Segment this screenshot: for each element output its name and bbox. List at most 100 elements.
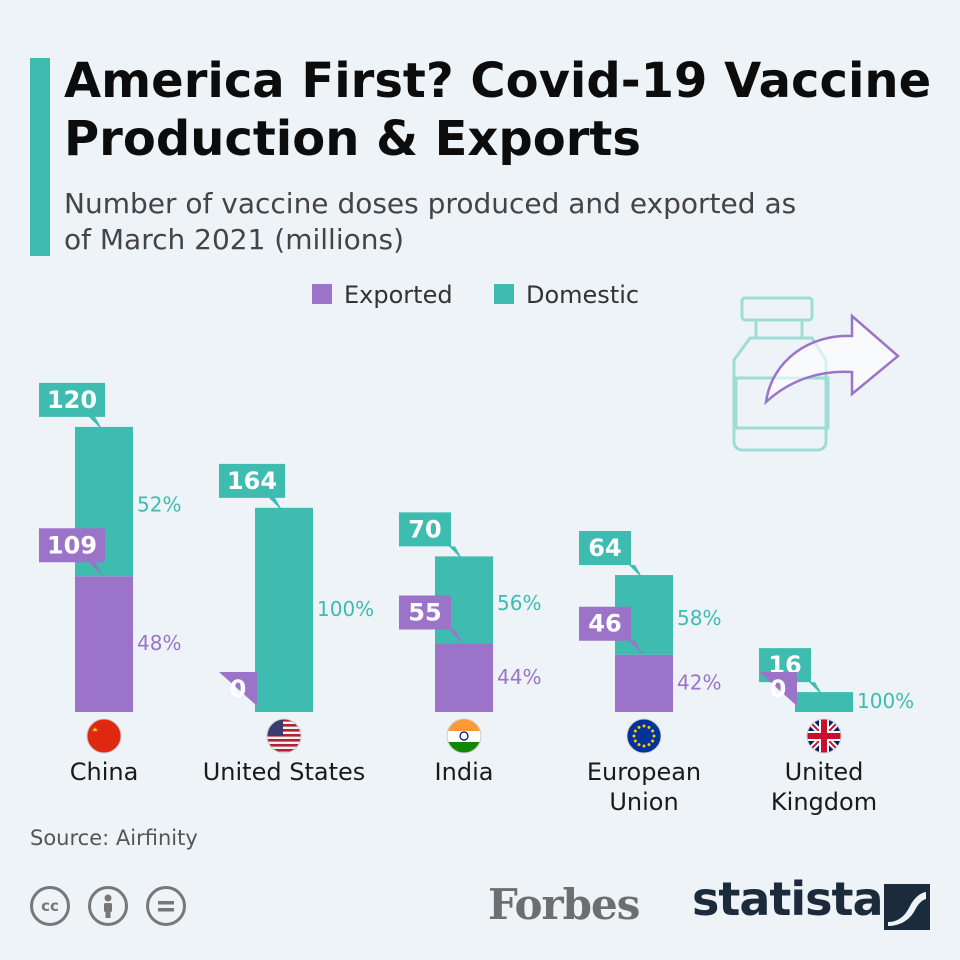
eu-flag-star xyxy=(652,734,656,738)
us-flag-stripe xyxy=(267,749,301,752)
category-label-united-kingdom: Kingdom xyxy=(771,788,877,816)
india-flag-icon-ring xyxy=(446,718,482,754)
label-domestic-india: 70 xyxy=(399,512,463,561)
label-exported-united-states: 0 xyxy=(219,672,257,706)
percent-domestic-china: 52% xyxy=(137,493,181,517)
us-flag-stripe xyxy=(267,739,301,742)
eu-flag-star xyxy=(642,724,646,728)
label-exported-united-kingdom-shape xyxy=(759,672,797,706)
india-flag-white xyxy=(447,731,481,742)
cc-icon: cc xyxy=(30,886,70,926)
eu-flag-star xyxy=(637,743,641,747)
percent-exported-china: 48% xyxy=(137,631,181,655)
percent-domestic-european-union: 58% xyxy=(677,606,721,630)
eu-flag-icon xyxy=(626,718,662,754)
eu-flag-star xyxy=(633,739,637,743)
percent-domestic-united-kingdom: 100% xyxy=(857,689,914,713)
bars-layer: 120 109 52% 48% China 164 0 100% United States 70… xyxy=(39,382,914,816)
us-flag-icon-ring xyxy=(266,718,302,754)
eu-flag-star xyxy=(637,725,641,729)
china-flag-icon-ring xyxy=(86,718,122,754)
bar-domestic-united-states xyxy=(255,507,313,712)
label-exported-united-kingdom: 0 xyxy=(759,672,797,706)
label-exported-china: 109 xyxy=(39,528,105,577)
forbes-logo: Forbes xyxy=(488,880,640,929)
india-flag-saffron xyxy=(447,719,481,731)
uk-flag-icon-ring xyxy=(806,718,842,754)
india-flag-green xyxy=(447,742,481,753)
bar-exported-china xyxy=(75,576,133,712)
legend-swatch-domestic xyxy=(494,284,514,304)
china-flag-star xyxy=(92,727,98,732)
page-subtitle: Number of vaccine doses produced and exp… xyxy=(64,187,797,256)
label-exported-india-text: 55 xyxy=(408,599,441,627)
eu-flag-icon-body xyxy=(627,719,661,753)
statista-logo: statista xyxy=(692,872,884,926)
label-domestic-united-states-shape xyxy=(219,463,285,512)
eu-flag-star xyxy=(642,744,646,748)
percent-domestic-india: 56% xyxy=(497,591,541,615)
china-flag-field xyxy=(87,719,121,753)
label-domestic-china-text: 120 xyxy=(47,386,97,414)
eu-flag-star xyxy=(632,734,636,738)
eu-flag-star xyxy=(647,743,651,747)
label-domestic-united-states-text: 164 xyxy=(227,467,277,495)
label-exported-european-union: 46 xyxy=(579,606,643,655)
label-exported-china-shape xyxy=(39,528,105,577)
china-flag-icon xyxy=(86,718,122,754)
percent-exported-european-union: 42% xyxy=(677,670,721,694)
india-flag-icon-body xyxy=(447,719,481,753)
category-label-european-union: European xyxy=(587,758,701,786)
label-exported-india: 55 xyxy=(399,595,463,644)
percent-domestic-united-states: 100% xyxy=(317,597,374,621)
legend: Exported Domestic xyxy=(312,281,639,309)
page-title: America First? Covid-19 Vaccine Producti… xyxy=(64,53,932,167)
category-label-european-union: Union xyxy=(609,788,678,816)
category-label-united-states: United States xyxy=(203,758,366,786)
label-domestic-european-union: 64 xyxy=(579,531,643,580)
bar-exported-european-union xyxy=(615,654,673,712)
label-exported-european-union-text: 46 xyxy=(588,610,621,638)
india-flag-icon xyxy=(446,718,482,754)
label-domestic-united-states: 164 xyxy=(219,463,285,512)
india-flag-chakra xyxy=(459,731,469,741)
legend-label-exported: Exported xyxy=(344,281,453,309)
us-flag-icon xyxy=(266,718,302,754)
label-exported-united-states-shape xyxy=(219,672,257,706)
label-domestic-india-text: 70 xyxy=(408,515,441,543)
label-exported-united-states-text: 0 xyxy=(230,675,247,703)
legend-label-domestic: Domestic xyxy=(526,281,639,309)
us-flag-stripe xyxy=(267,729,301,732)
uk-flag-icon xyxy=(806,718,842,754)
eu-flag-star xyxy=(647,725,651,729)
us-flag-stripe xyxy=(267,724,301,727)
label-exported-european-union-shape xyxy=(579,606,643,655)
eu-flag-star xyxy=(651,739,655,743)
label-domestic-european-union-shape xyxy=(579,531,643,580)
category-label-united-kingdom: United xyxy=(785,758,864,786)
uk-flag-icon-body xyxy=(807,719,841,753)
eu-flag-star xyxy=(633,729,637,733)
us-flag-stripe xyxy=(267,734,301,737)
china-flag-icon-body xyxy=(87,719,121,753)
uk-flag-cross-red-h xyxy=(807,733,841,739)
vaccine-vial-export-icon xyxy=(732,296,900,452)
label-domestic-china-shape xyxy=(39,382,105,431)
label-exported-india-shape xyxy=(399,595,463,644)
bar-domestic-united-kingdom xyxy=(795,692,853,712)
us-flag-stripe xyxy=(267,744,301,747)
bar-exported-india xyxy=(435,643,493,712)
label-domestic-european-union-text: 64 xyxy=(588,534,621,562)
eu-flag-icon-ring xyxy=(626,718,662,754)
statista-mark-icon xyxy=(884,884,930,930)
category-label-india: India xyxy=(435,758,494,786)
legend-swatch-exported xyxy=(312,284,332,304)
percent-exported-india: 44% xyxy=(497,665,541,689)
attribution-icon xyxy=(88,886,128,926)
no-derivatives-icon xyxy=(146,886,186,926)
eu-flag-star xyxy=(651,729,655,733)
label-domestic-india-shape xyxy=(399,512,463,561)
label-exported-china-text: 109 xyxy=(47,531,97,559)
us-flag-stripe xyxy=(267,719,301,722)
